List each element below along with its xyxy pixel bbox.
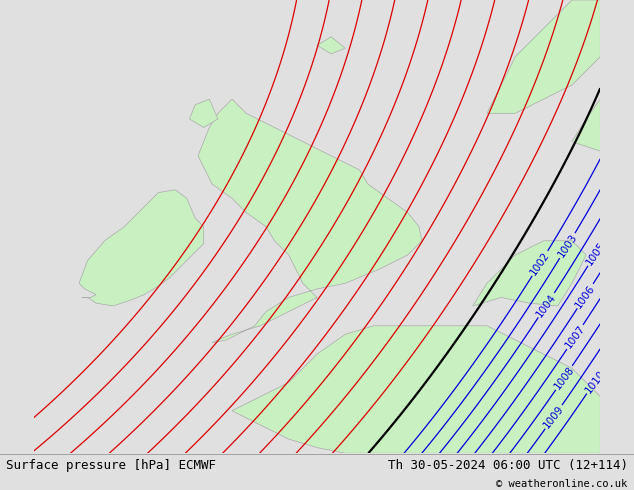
Text: 1004: 1004	[534, 292, 558, 319]
Text: 1009: 1009	[541, 404, 566, 430]
Text: 1008: 1008	[552, 365, 576, 392]
Text: 1006: 1006	[574, 283, 597, 310]
Polygon shape	[317, 37, 346, 54]
Text: 1007: 1007	[563, 323, 587, 350]
Text: 1002: 1002	[528, 250, 552, 277]
Polygon shape	[572, 99, 634, 184]
Text: © weatheronline.co.uk: © weatheronline.co.uk	[496, 480, 628, 490]
Polygon shape	[232, 326, 600, 453]
Polygon shape	[79, 190, 204, 306]
Polygon shape	[473, 241, 586, 306]
Text: 1005: 1005	[584, 240, 607, 267]
Text: Surface pressure [hPa] ECMWF: Surface pressure [hPa] ECMWF	[6, 459, 216, 471]
Text: Th 30-05-2024 06:00 UTC (12+114): Th 30-05-2024 06:00 UTC (12+114)	[387, 459, 628, 471]
Text: 1003: 1003	[556, 232, 579, 259]
Polygon shape	[198, 99, 422, 343]
Text: 1010: 1010	[583, 368, 607, 395]
Polygon shape	[190, 99, 218, 127]
Polygon shape	[487, 0, 600, 113]
